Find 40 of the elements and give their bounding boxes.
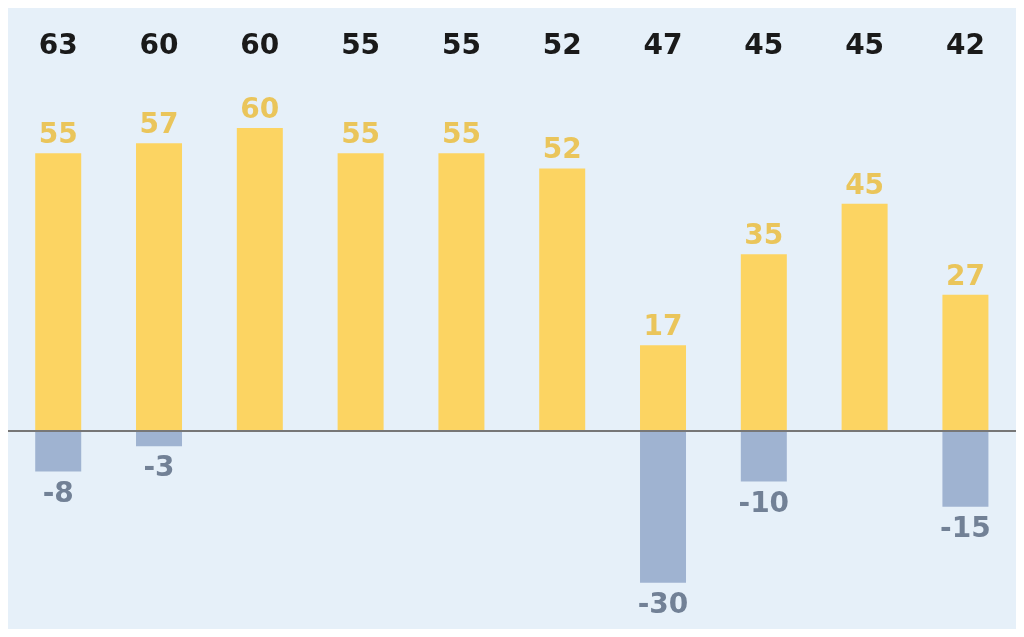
bar: [539, 168, 586, 432]
data-label: 45: [845, 167, 885, 201]
text: 42: [945, 28, 985, 61]
bar: [438, 153, 485, 432]
data-label: -15: [940, 510, 991, 544]
text: 55: [341, 28, 381, 61]
bar: [740, 254, 787, 432]
data-label: -3: [143, 450, 175, 484]
bar: [35, 431, 82, 472]
bar: [942, 431, 989, 507]
data-label: 17: [643, 309, 683, 343]
data-label: -8: [42, 475, 74, 509]
bar: [640, 431, 687, 583]
text: 63: [38, 28, 78, 61]
bar: [136, 143, 183, 432]
text: 60: [139, 28, 179, 61]
data-label: 55: [341, 117, 381, 151]
data-label: 52: [542, 132, 582, 166]
data-label: 27: [945, 258, 985, 292]
text: 52: [542, 28, 582, 61]
text: 45: [845, 28, 885, 61]
text: 45: [744, 28, 784, 61]
bar: [640, 345, 687, 432]
data-label: 55: [38, 117, 78, 151]
bar: [841, 203, 888, 432]
text: 55: [441, 28, 481, 61]
data-label: 57: [139, 107, 179, 141]
bar: [35, 153, 82, 432]
bar: [337, 153, 384, 432]
text: 47: [643, 28, 683, 61]
bar: [236, 128, 283, 432]
bar: [136, 431, 183, 447]
bar: [942, 294, 989, 432]
data-label: 55: [441, 117, 481, 151]
bar: [740, 431, 787, 482]
text: 60: [240, 28, 280, 61]
data-label: -30: [637, 586, 689, 620]
data-label: -10: [738, 485, 790, 519]
data-label: 35: [744, 218, 784, 252]
data-label: 60: [240, 92, 280, 126]
